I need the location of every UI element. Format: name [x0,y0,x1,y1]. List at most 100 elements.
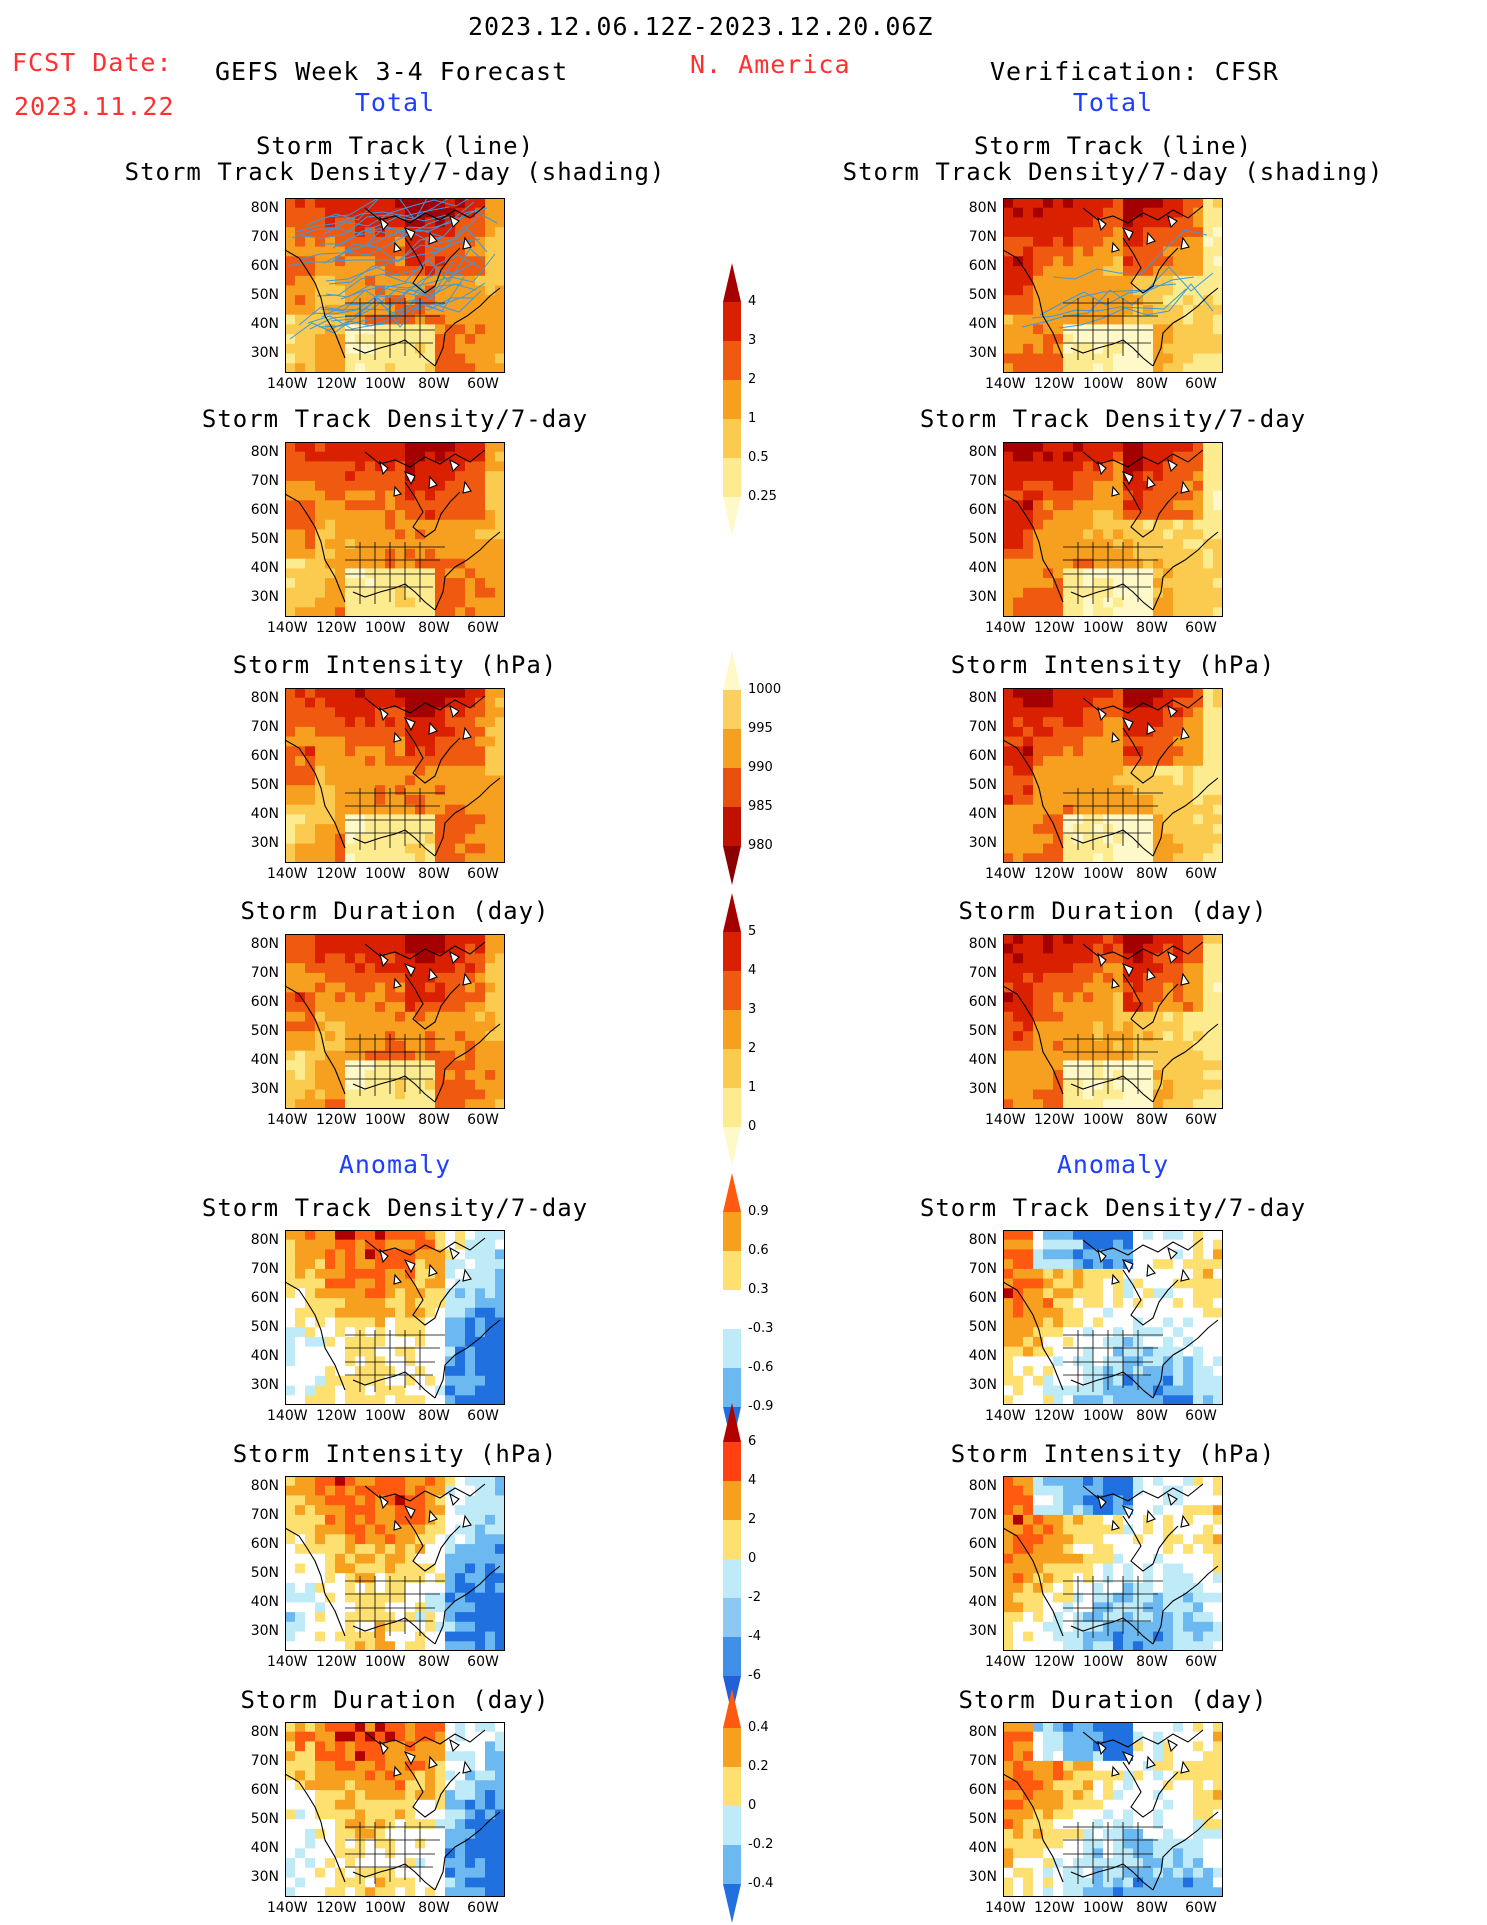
colorbar-swatch [723,1329,741,1368]
map-field-anom-duration-right [1003,1722,1223,1897]
left-anomaly-label: Anomaly [338,1150,452,1179]
lon-tick-label: 140W [985,1408,1026,1424]
lat-tick-label: 70N [250,1507,279,1523]
map-panel-anom-intensity-left [285,1476,505,1651]
lat-tick-label: 60N [250,258,279,274]
states-outline [345,298,445,360]
lon-tick-label: 120W [316,1408,357,1424]
colorbar-swatch [723,1689,741,1728]
colorbar-tick-label: 2 [748,372,757,387]
map-field-duration-right [1003,934,1223,1109]
colorbar-swatch [723,690,741,729]
lon-tick-label: 120W [1034,1900,1075,1916]
title-track-shading-right: Storm Track Density/7-day (shading) [842,158,1384,186]
colorbar-tick-label: 4 [748,294,757,309]
lon-tick-label: 140W [985,620,1026,636]
lat-tick-label: 30N [250,1377,279,1393]
lon-tick-label: 120W [1034,376,1075,392]
lat-tick-label: 50N [250,531,279,547]
coast-outline [1003,941,1219,1103]
lon-tick-label: 60W [1185,620,1217,636]
colorbar-tick-label: 0.3 [748,1282,769,1297]
lat-tick-label: 80N [250,444,279,460]
states-outline [345,1822,445,1884]
colorbar-density [723,263,741,536]
lon-tick-label: 140W [267,376,308,392]
fcst-label: FCST Date: [12,48,173,77]
colorbar-tick-label: 0 [748,1798,757,1813]
lat-tick-label: 60N [250,1782,279,1798]
colorbar-swatch [723,1520,741,1559]
lat-tick-label: 40N [250,806,279,822]
lat-tick-label: 60N [968,748,997,764]
lon-tick-label: 100W [365,1112,406,1128]
lon-tick-label: 60W [1185,1112,1217,1128]
colorbar-swatch [723,971,741,1010]
colorbar-tick-label: 4 [748,963,757,978]
lat-tick-label: 70N [968,1753,997,1769]
lon-tick-label: 80W [1136,1408,1168,1424]
coast-outline [1003,1237,1219,1399]
colorbar-tick-label: 985 [748,799,773,814]
states-outline [1063,1576,1163,1638]
left-title: GEFS Week 3-4 Forecast [215,57,569,86]
islands-outline [379,1492,472,1531]
lon-tick-label: 120W [316,1654,357,1670]
map-panel-duration-left [285,934,505,1109]
coast-outline [1003,205,1219,367]
islands-outline [1097,458,1190,497]
lat-tick-label: 60N [968,258,997,274]
map-panel-anom-duration-right [1003,1722,1223,1897]
lon-tick-label: 140W [267,620,308,636]
lon-tick-label: 80W [1136,1654,1168,1670]
date-range: 2023.12.06.12Z-2023.12.20.06Z [468,12,934,41]
islands-outline [379,704,472,743]
islands-outline [379,214,472,253]
colorbar-swatch [723,1212,741,1251]
lon-tick-label: 120W [316,1112,357,1128]
states-outline [345,1330,445,1392]
lat-tick-label: 40N [968,560,997,576]
lon-tick-label: 140W [267,866,308,882]
lon-tick-label: 120W [316,866,357,882]
lon-tick-label: 140W [985,1900,1026,1916]
lat-tick-label: 70N [968,1261,997,1277]
lon-tick-label: 120W [316,376,357,392]
coast-outline [285,205,501,367]
lat-tick-label: 60N [968,1782,997,1798]
lat-tick-label: 60N [968,1536,997,1552]
states-outline [1063,1034,1163,1096]
title-anom-duration-left: Storm Duration (day) [240,1686,550,1714]
colorbar-swatch [723,1845,741,1884]
islands-outline [1097,704,1190,743]
lon-tick-label: 100W [1083,1654,1124,1670]
region-label: N. America [690,50,851,79]
lon-tick-label: 80W [418,620,450,636]
lat-tick-label: 30N [250,345,279,361]
colorbar-tick-label: 5 [748,924,757,939]
lon-tick-label: 100W [1083,1408,1124,1424]
lat-tick-label: 30N [968,1081,997,1097]
colorbar-tick-label: 0.5 [748,450,769,465]
states-outline [345,542,445,604]
lat-tick-label: 70N [968,229,997,245]
lat-tick-label: 30N [250,1081,279,1097]
lat-tick-label: 30N [968,345,997,361]
lat-tick-label: 60N [968,502,997,518]
map-field-density-left [285,442,505,617]
right-title: Verification: CFSR [990,57,1279,86]
lat-tick-label: 60N [968,1290,997,1306]
lat-tick-label: 60N [250,1536,279,1552]
lon-tick-label: 80W [418,376,450,392]
colorbar-swatch [723,1598,741,1637]
lat-tick-label: 70N [250,1753,279,1769]
lon-tick-label: 60W [467,866,499,882]
lon-tick-label: 140W [985,866,1026,882]
lat-tick-label: 50N [968,287,997,303]
colorbar-swatch [723,1884,741,1923]
lat-tick-label: 40N [250,1052,279,1068]
colorbar-swatch [723,1806,741,1845]
map-panel-anom-density-right [1003,1230,1223,1405]
coast-outline [1003,695,1219,857]
lat-tick-label: 40N [250,1594,279,1610]
